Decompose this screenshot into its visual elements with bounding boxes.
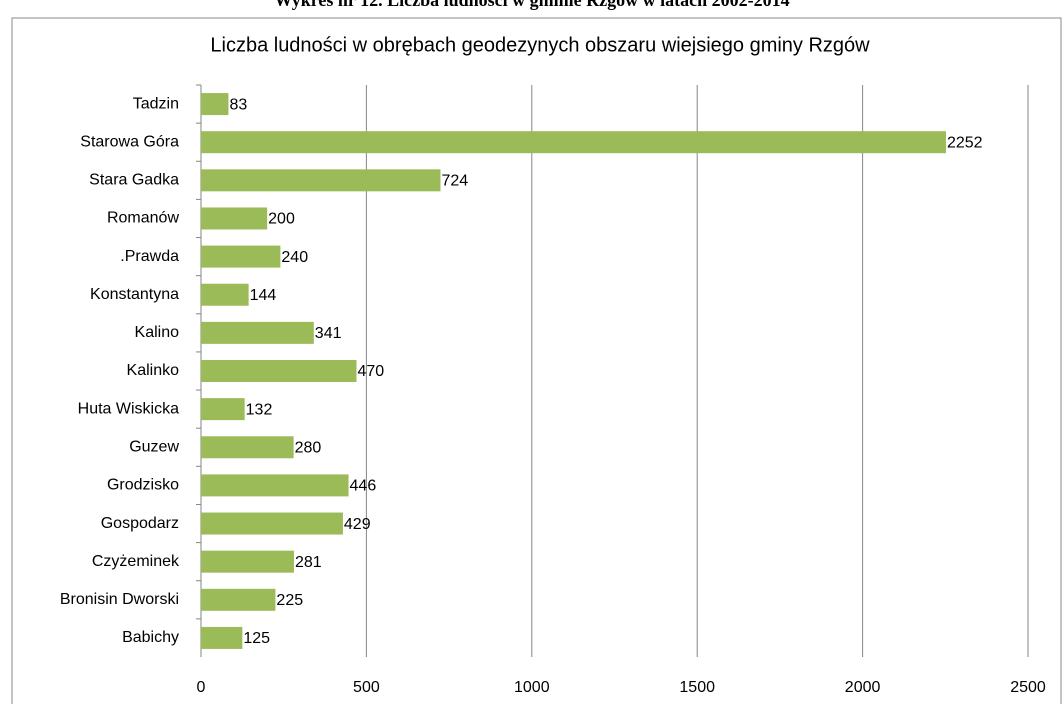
bar bbox=[201, 588, 276, 611]
y-tick-label: Tadzin bbox=[133, 95, 179, 112]
value-label: 83 bbox=[229, 96, 247, 113]
y-tick-label: Huta Wiskicka bbox=[78, 400, 179, 417]
y-tick-label: Romanów bbox=[107, 210, 179, 227]
x-tick-label: 500 bbox=[353, 679, 380, 696]
bar bbox=[201, 360, 357, 382]
y-tick-label: Czyżeminek bbox=[92, 553, 180, 570]
y-tick-label: Konstantyna bbox=[90, 286, 179, 303]
value-label: 240 bbox=[281, 249, 308, 266]
bar bbox=[201, 550, 294, 573]
x-tick-label: 1500 bbox=[679, 679, 715, 696]
value-label: 470 bbox=[357, 363, 384, 380]
bar bbox=[201, 169, 441, 192]
y-tick-label: Babichy bbox=[122, 629, 179, 646]
value-label: 429 bbox=[344, 516, 371, 533]
value-label: 144 bbox=[250, 287, 277, 304]
y-tick-label: Bronisin Dworski bbox=[60, 591, 179, 608]
value-label: 280 bbox=[295, 439, 322, 456]
y-tick-label: .Prawda bbox=[120, 248, 179, 265]
value-label: 132 bbox=[246, 401, 273, 418]
bar bbox=[201, 131, 946, 154]
y-tick-label: Grodzisko bbox=[107, 477, 179, 494]
bar bbox=[201, 283, 249, 306]
bar bbox=[201, 207, 268, 230]
value-label: 281 bbox=[295, 554, 322, 571]
y-tick-label: Stara Gadka bbox=[89, 172, 179, 189]
value-label: 200 bbox=[268, 211, 295, 228]
value-label: 341 bbox=[315, 325, 342, 342]
x-tick-label: 1000 bbox=[514, 679, 550, 696]
chart-title: Liczba ludności w obrębach geodezynych o… bbox=[210, 34, 870, 56]
caption: Wykres nr 12. Liczba ludności w gminie R… bbox=[274, 0, 789, 10]
value-label: 446 bbox=[350, 478, 377, 495]
x-tick-label: 2500 bbox=[1010, 679, 1046, 696]
y-tick-label: Kalinko bbox=[127, 362, 180, 379]
value-label: 125 bbox=[243, 630, 270, 647]
bar bbox=[201, 436, 294, 459]
bar bbox=[201, 245, 281, 268]
bar bbox=[201, 398, 245, 421]
bar bbox=[201, 93, 229, 116]
value-label: 724 bbox=[441, 173, 468, 190]
y-tick-label: Kalino bbox=[135, 324, 180, 341]
x-tick-label: 2000 bbox=[845, 679, 881, 696]
x-tick-label: 0 bbox=[197, 679, 206, 696]
y-tick-label: Starowa Góra bbox=[80, 133, 179, 150]
y-tick-label: Guzew bbox=[129, 438, 179, 455]
bar bbox=[201, 474, 349, 497]
value-label: 225 bbox=[276, 592, 303, 609]
bar bbox=[201, 512, 343, 535]
bar bbox=[201, 321, 314, 344]
bar bbox=[201, 626, 243, 649]
y-tick-label: Gospodarz bbox=[101, 515, 179, 532]
value-label: 2252 bbox=[947, 134, 983, 151]
